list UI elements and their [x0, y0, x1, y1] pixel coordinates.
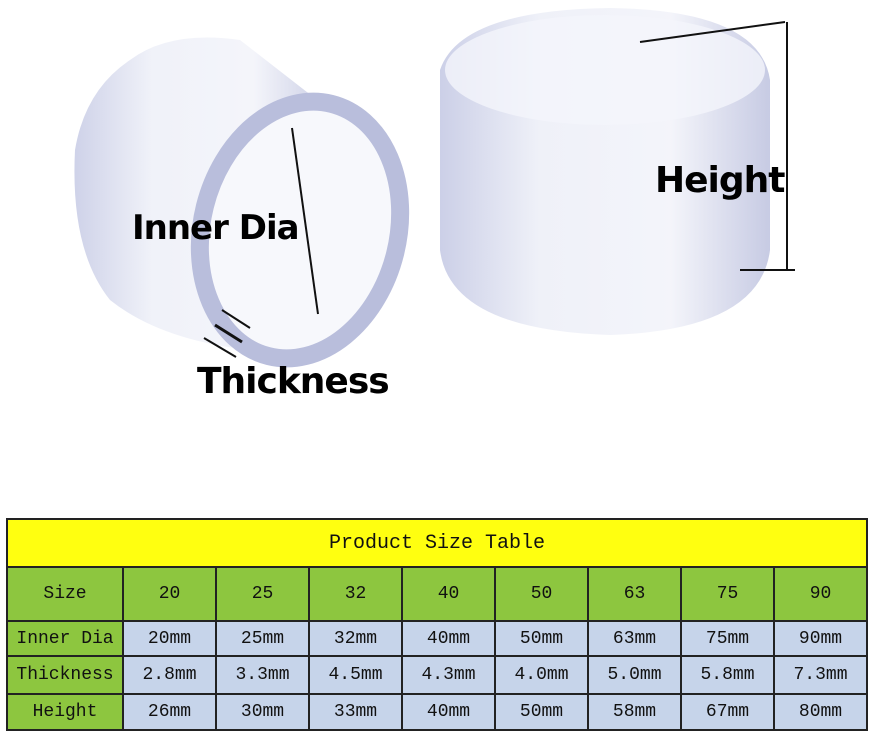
row-label: Height	[6, 693, 124, 731]
cell: 4.5mm	[308, 655, 403, 695]
cell: 5.8mm	[680, 655, 775, 695]
cell: 33mm	[308, 693, 403, 731]
cell: 32	[308, 566, 403, 622]
product-size-table: Product Size Table Size 20 25 32 40 50 6…	[6, 518, 868, 731]
cell: 75	[680, 566, 775, 622]
cell: 90mm	[773, 620, 868, 657]
cell: 3.3mm	[215, 655, 310, 695]
cell: 63mm	[587, 620, 682, 657]
table-row: Inner Dia 20mm 25mm 32mm 40mm 50mm 63mm …	[6, 620, 868, 657]
table-row: Height 26mm 30mm 33mm 40mm 50mm 58mm 67m…	[6, 693, 868, 731]
cell: 75mm	[680, 620, 775, 657]
cell: 90	[773, 566, 868, 622]
product-photo	[74, 8, 795, 368]
cell: 20mm	[122, 620, 217, 657]
cell: 26mm	[122, 693, 217, 731]
row-label: Thickness	[6, 655, 124, 695]
cell: 80mm	[773, 693, 868, 731]
cell: 67mm	[680, 693, 775, 731]
cell: 30mm	[215, 693, 310, 731]
row-label: Size	[6, 566, 124, 622]
cell: 50	[494, 566, 589, 622]
cell: 40mm	[401, 693, 496, 731]
cell: 40mm	[401, 620, 496, 657]
thickness-label: Thickness	[197, 361, 390, 402]
cell: 63	[587, 566, 682, 622]
inner-dia-label: Inner Dia	[132, 208, 300, 248]
cell: 40	[401, 566, 496, 622]
row-label: Inner Dia	[6, 620, 124, 657]
closed-cap-image	[440, 8, 795, 335]
cell: 20	[122, 566, 217, 622]
cell: 4.3mm	[401, 655, 496, 695]
open-cap-image	[74, 37, 410, 368]
cell: 58mm	[587, 693, 682, 731]
height-label: Height	[655, 160, 785, 201]
cell: 25	[215, 566, 310, 622]
table-title: Product Size Table	[6, 518, 868, 568]
cell: 32mm	[308, 620, 403, 657]
cell: 50mm	[494, 620, 589, 657]
cell: 7.3mm	[773, 655, 868, 695]
cell: 50mm	[494, 693, 589, 731]
cell: 25mm	[215, 620, 310, 657]
cell: 5.0mm	[587, 655, 682, 695]
table-row: Thickness 2.8mm 3.3mm 4.5mm 4.3mm 4.0mm …	[6, 655, 868, 695]
cell: 2.8mm	[122, 655, 217, 695]
cell: 4.0mm	[494, 655, 589, 695]
table-row: Size 20 25 32 40 50 63 75 90	[6, 566, 868, 622]
